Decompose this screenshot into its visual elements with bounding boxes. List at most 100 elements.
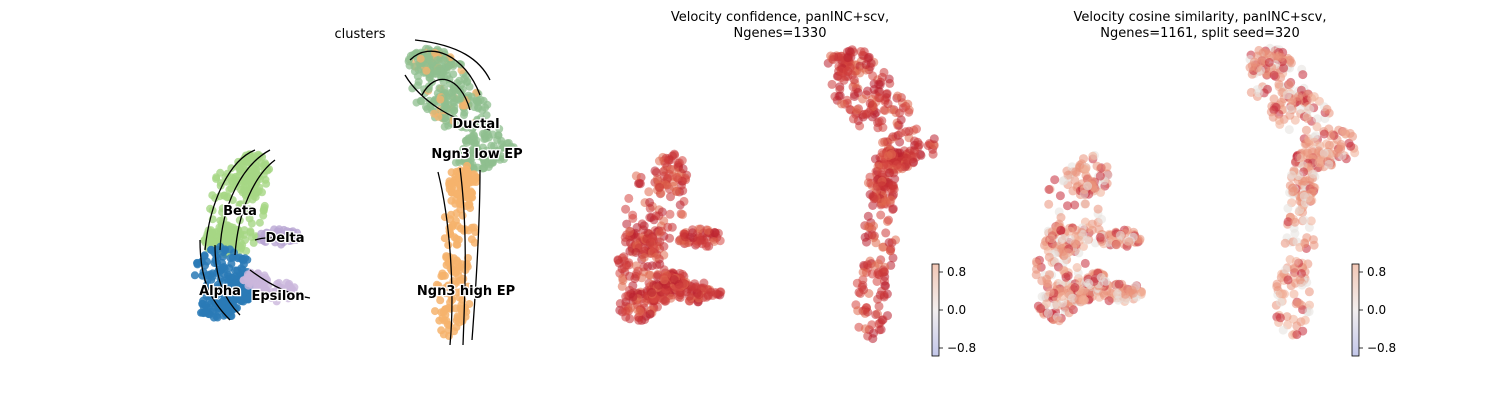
cell-point <box>1046 234 1056 244</box>
cell-point <box>482 111 491 120</box>
cell-point <box>1273 51 1283 61</box>
cell-point <box>694 290 704 300</box>
cell-point <box>472 97 481 106</box>
cell-point <box>621 306 631 316</box>
cell-point <box>863 307 873 317</box>
cell-point <box>1312 114 1322 124</box>
cell-point <box>1292 330 1302 340</box>
colorbar-tick-label: −0.8 <box>1367 341 1396 355</box>
cell-point <box>848 114 858 124</box>
cell-point <box>621 292 631 302</box>
cell-point <box>1324 159 1334 169</box>
cell-point <box>436 95 445 104</box>
cell-point <box>1056 225 1066 235</box>
cell-point <box>1290 217 1300 227</box>
cell-point <box>271 238 280 247</box>
cell-point <box>834 91 844 101</box>
cell-point <box>888 253 898 263</box>
panel-title: Velocity cosine similarity, panINC+scv, … <box>1073 10 1327 41</box>
cell-point <box>1070 283 1080 292</box>
cell-point <box>858 267 868 277</box>
cell-point <box>637 273 647 283</box>
cell-point <box>442 283 451 292</box>
cell-point <box>1036 304 1046 313</box>
cell-point <box>1075 160 1085 170</box>
cell-point <box>1061 272 1071 282</box>
cell-point <box>657 226 667 236</box>
velocity-streamline <box>214 244 241 316</box>
cell-point <box>872 181 882 191</box>
cell-point <box>644 187 654 197</box>
cell-point <box>884 215 893 225</box>
cell-point <box>251 168 260 177</box>
cell-point <box>863 222 873 232</box>
cell-point <box>877 116 887 126</box>
cell-point <box>218 208 227 217</box>
cell-point <box>1057 292 1067 301</box>
cell-point <box>669 149 679 159</box>
cell-point <box>901 101 911 111</box>
cell-point <box>651 252 661 262</box>
cell-point <box>883 151 893 161</box>
cell-point <box>1095 232 1105 242</box>
cell-point <box>1082 235 1092 245</box>
cell-point <box>878 242 888 252</box>
cell-point <box>1309 240 1319 250</box>
cell-point <box>859 285 869 295</box>
cell-point <box>672 187 681 196</box>
cell-point <box>678 278 688 288</box>
cell-point <box>633 266 643 276</box>
cell-point <box>212 312 221 321</box>
cell-point <box>1302 113 1312 123</box>
cell-point <box>861 60 871 70</box>
cell-point <box>654 156 664 166</box>
cell-point <box>856 47 866 56</box>
cell-point <box>659 275 669 285</box>
cell-point <box>431 307 439 316</box>
cell-point <box>893 91 903 101</box>
cell-point <box>1281 265 1291 274</box>
cell-point <box>457 66 466 75</box>
cell-point <box>1283 217 1293 227</box>
cell-point <box>691 283 701 293</box>
cell-point <box>225 185 234 194</box>
cell-point <box>474 146 483 155</box>
cell-point <box>470 238 479 247</box>
cell-point <box>451 158 460 167</box>
cell-point <box>1254 88 1263 98</box>
cell-point <box>243 157 252 166</box>
cell-point <box>434 281 443 290</box>
cell-point <box>448 183 456 192</box>
cell-point <box>223 169 232 178</box>
cell-point <box>203 288 212 297</box>
cell-point <box>435 84 444 93</box>
cell-point <box>1350 148 1360 158</box>
cell-point <box>1289 289 1299 299</box>
cell-point <box>837 99 846 109</box>
cell-point <box>260 201 269 210</box>
cell-point <box>1285 104 1295 114</box>
cell-point <box>440 271 449 280</box>
cell-point <box>452 256 461 265</box>
cell-point <box>208 228 216 237</box>
cell-point <box>1283 275 1293 285</box>
velocity-streamline <box>409 50 481 96</box>
cell-point <box>494 131 503 140</box>
cell-point <box>452 288 461 297</box>
cell-point <box>697 239 707 249</box>
cell-point <box>261 238 270 246</box>
cell-point <box>666 192 675 202</box>
velocity-confidence-panel: Velocity confidence, panINC+scv, Ngenes=… <box>580 0 980 400</box>
cell-point <box>227 259 236 268</box>
cell-point <box>868 334 878 344</box>
cell-point <box>624 226 634 236</box>
cell-point <box>1246 87 1256 97</box>
cell-point <box>643 262 653 271</box>
cell-point <box>1115 230 1125 240</box>
cell-point <box>1045 288 1055 298</box>
velocity-streamline <box>219 149 271 251</box>
cell-point <box>852 105 862 115</box>
cell-point <box>1074 248 1084 258</box>
cell-point <box>1278 325 1288 335</box>
cell-point <box>440 56 449 65</box>
